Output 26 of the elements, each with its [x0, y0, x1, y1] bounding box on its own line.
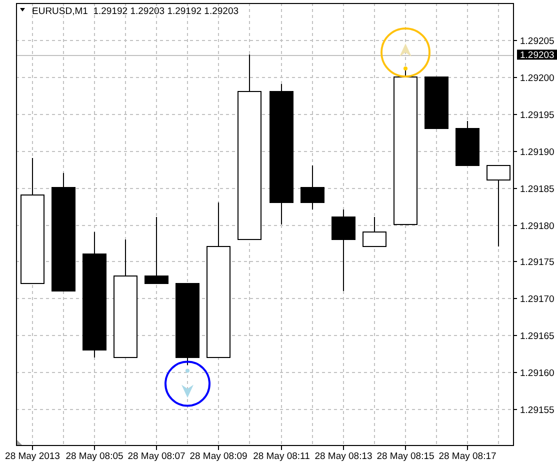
y-tick-label: 1.29185 — [520, 184, 554, 195]
x-tick-label: 28 May 08:17 — [438, 451, 496, 462]
ref-line-label: 1.29203 — [520, 50, 554, 62]
x-tick-label: 28 May 08:05 — [66, 451, 124, 462]
y-tick-label: 1.29175 — [520, 256, 554, 268]
candlestick — [486, 164, 510, 248]
candlestick — [362, 216, 386, 248]
y-tick-label: 1.29200 — [520, 72, 554, 84]
candlestick — [300, 164, 324, 210]
y-tick-label: 1.29195 — [520, 110, 554, 121]
chart-title: EURUSD,M1 1.29192 1.29203 1.29192 1.29203 — [32, 6, 239, 17]
y-tick-label: 1.29205 — [520, 36, 554, 47]
y-tick-label: 1.29160 — [520, 368, 554, 379]
y-tick-label: 1.29190 — [520, 146, 554, 158]
x-tick-label: 28 May 08:13 — [314, 451, 372, 462]
x-tick-label: 28 May 08:07 — [128, 451, 186, 462]
x-tick-label: 28 May 08:09 — [190, 451, 248, 462]
x-tick-label: 28 May 08:11 — [253, 451, 310, 462]
y-tick-label: 1.29155 — [520, 404, 554, 416]
y-tick-label: 1.29170 — [520, 294, 554, 305]
candlestick — [144, 216, 168, 284]
y-tick-label: 1.29165 — [520, 330, 554, 342]
x-tick-label: 28 May 2013 — [5, 451, 60, 462]
y-tick-label: 1.29180 — [520, 220, 554, 232]
x-tick-label: 28 May 08:15 — [376, 451, 434, 462]
candlestick — [332, 209, 356, 292]
